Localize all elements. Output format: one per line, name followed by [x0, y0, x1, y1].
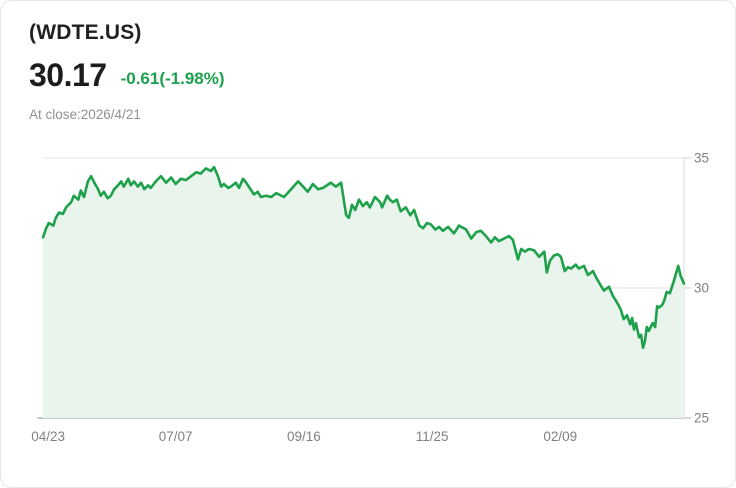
x-axis-label: 04/23	[31, 429, 65, 444]
x-axis-label: 09/16	[287, 429, 321, 444]
y-axis-label: 35	[694, 151, 709, 166]
quote-header: (WDTE.US) 30.17 -0.61(-1.98%) At close:2…	[29, 21, 225, 122]
price-row: 30.17 -0.61(-1.98%)	[29, 59, 225, 91]
price-area-fill	[43, 167, 684, 418]
y-axis-label: 30	[694, 281, 709, 296]
y-axis-label: 25	[694, 411, 709, 426]
close-timestamp: At close:2026/4/21	[29, 107, 141, 122]
x-axis-label: 11/25	[416, 429, 449, 444]
x-axis-label: 07/07	[159, 429, 193, 444]
price-line	[41, 165, 686, 350]
last-price: 30.17	[29, 57, 107, 93]
x-axis-label: 02/09	[543, 429, 577, 444]
stock-symbol: (WDTE.US)	[29, 21, 142, 44]
price-change: -0.61(-1.98%)	[120, 69, 225, 89]
